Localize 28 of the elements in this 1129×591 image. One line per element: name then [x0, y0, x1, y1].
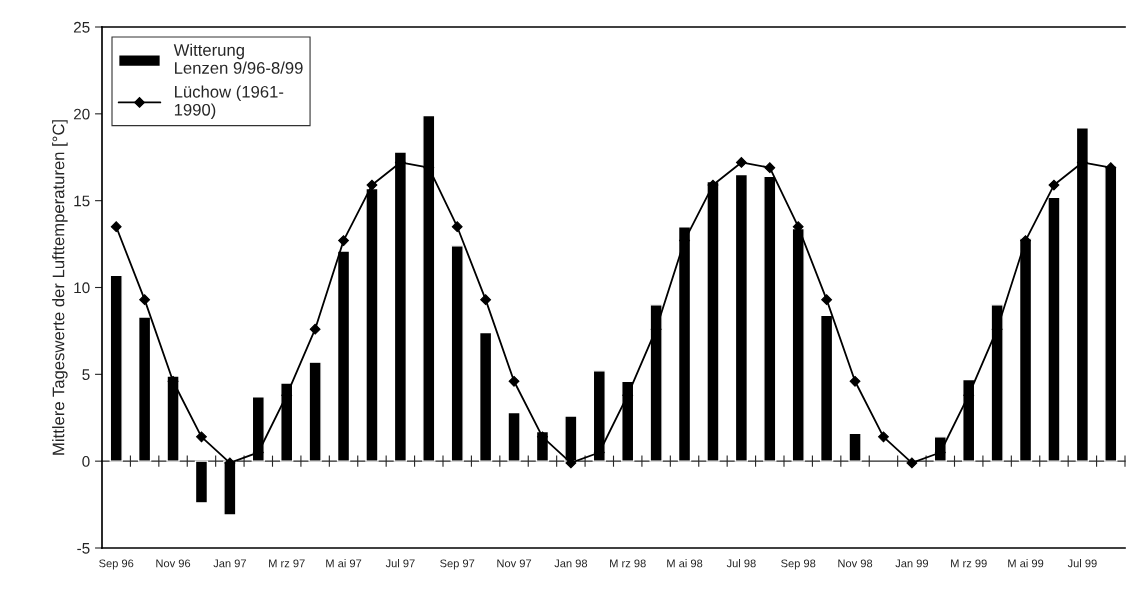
x-tick-label: Jul 99 — [1067, 559, 1097, 568]
x-tick-label: M rz 97 — [269, 559, 305, 568]
y-tick-label: -5 — [77, 543, 90, 554]
x-tick-label: Jan 97 — [213, 559, 246, 568]
y-tick-label: 10 — [74, 282, 90, 294]
x-tick-label: Jul 97 — [385, 559, 415, 568]
x-tick-label: Sep 96 — [99, 559, 134, 570]
y-tick-label: 5 — [82, 369, 90, 381]
x-tick-label: Jan 98 — [554, 559, 588, 568]
x-tick-label: M ai 99 — [1008, 559, 1044, 568]
x-tick-label: Nov 97 — [497, 559, 532, 568]
x-tick-label: Nov 98 — [838, 559, 873, 568]
x-tick-label: Sep 98 — [781, 559, 816, 570]
x-tick-label: Sep 97 — [440, 559, 475, 570]
x-tick-label: M rz 98 — [610, 559, 646, 568]
legend-label: Lüchow (1961- 1990) — [174, 85, 284, 119]
legend-label: Witterung Lenzen 9/96-8/99 — [173, 43, 303, 74]
y-tick-label: 20 — [73, 108, 90, 120]
x-tick-label: M ai 98 — [667, 559, 703, 568]
x-tick-label: Nov 96 — [156, 559, 191, 568]
y-tick-label: 0 — [82, 456, 90, 467]
x-tick-label: Jul 98 — [726, 559, 756, 568]
x-tick-label: Jan 99 — [895, 559, 929, 568]
y-axis-title: Mittlere Tageswerte der Lufttemperaturen [°C] — [52, 120, 68, 455]
y-tick-label: 15 — [74, 195, 90, 207]
x-tick-label: M ai 97 — [326, 559, 362, 568]
y-tick-label: 25 — [73, 21, 90, 33]
x-tick-label: M rz 99 — [951, 559, 987, 568]
